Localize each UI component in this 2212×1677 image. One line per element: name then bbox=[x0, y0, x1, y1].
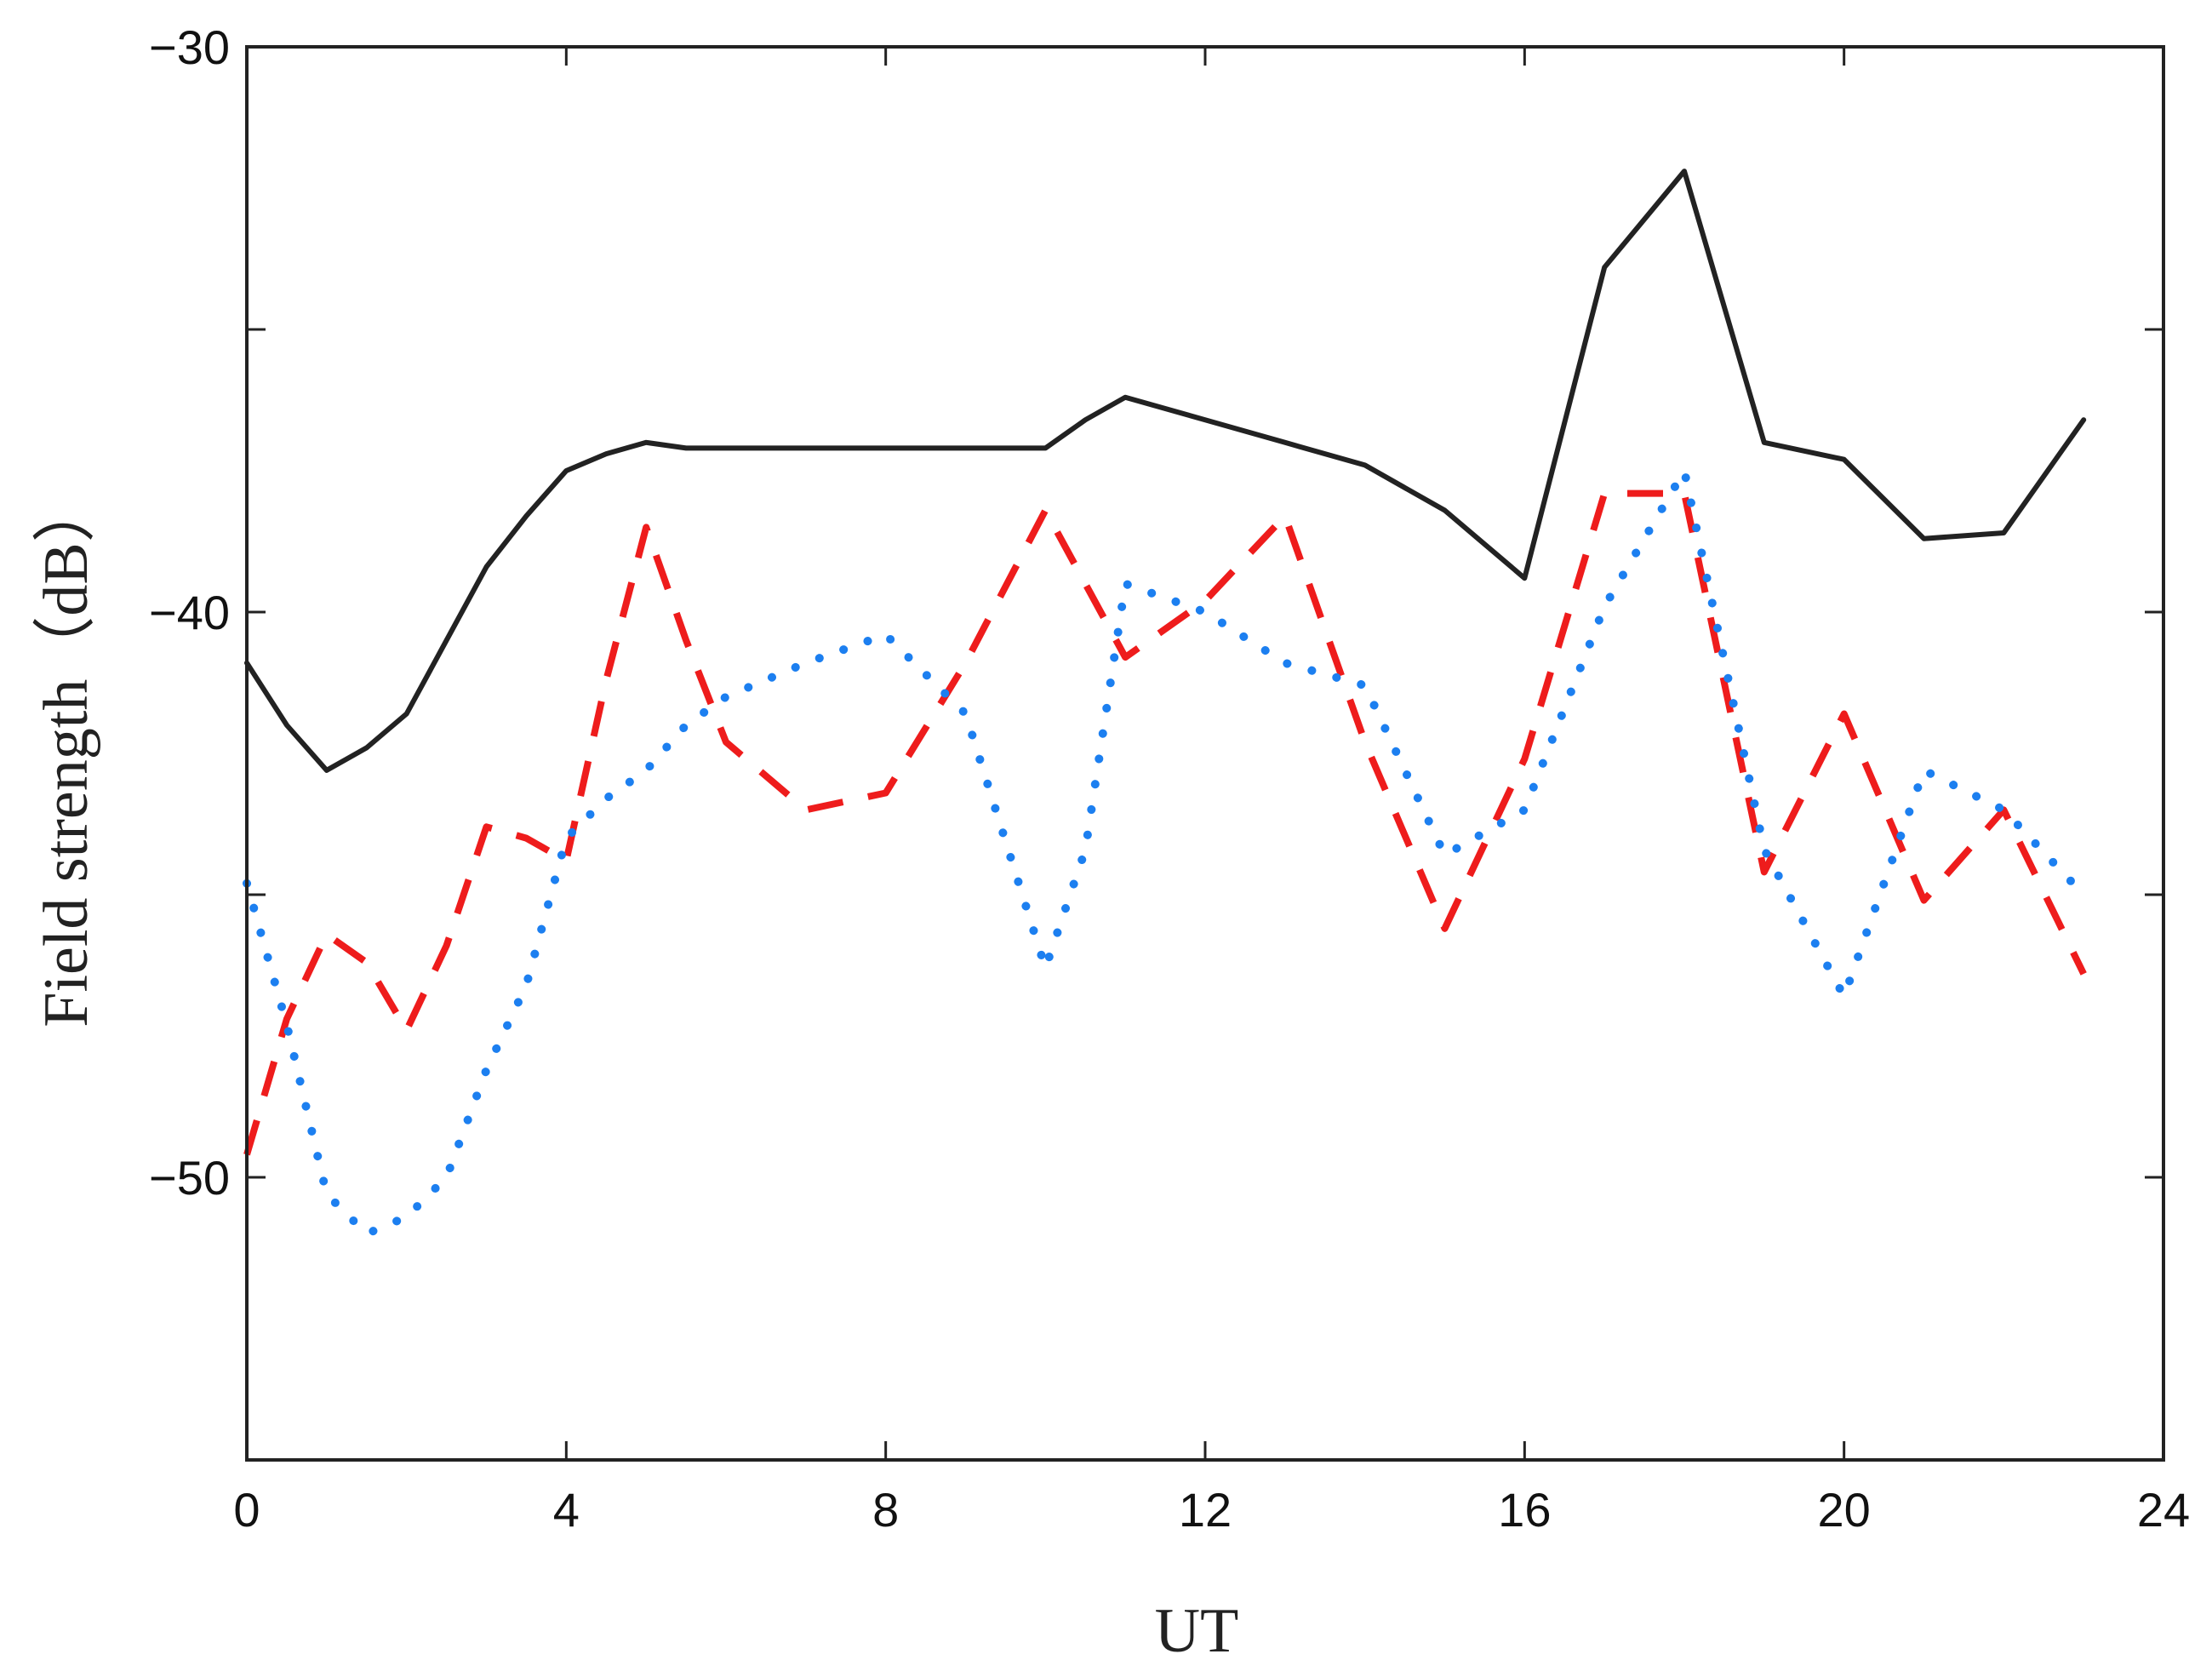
series-line-dashed bbox=[243, 489, 2087, 1156]
x-tick-label: 8 bbox=[872, 1483, 899, 1537]
series-layer bbox=[243, 169, 2089, 1239]
y-tick-label: −50 bbox=[149, 1151, 230, 1205]
x-axis-title: UT bbox=[1155, 1596, 1239, 1666]
x-tick-label: 12 bbox=[1179, 1483, 1232, 1537]
x-tick-label: 4 bbox=[553, 1483, 580, 1537]
y-tick-label: −30 bbox=[149, 20, 230, 74]
series-line-solid bbox=[244, 169, 2087, 773]
y-tick-label: −40 bbox=[149, 586, 230, 639]
x-tick-label: 24 bbox=[2137, 1483, 2190, 1537]
x-tick-label: 0 bbox=[233, 1483, 260, 1537]
x-tick-label: 16 bbox=[1498, 1483, 1551, 1537]
y-axis-title: Field strength（dB） bbox=[31, 479, 101, 1027]
x-tick-label: 20 bbox=[1818, 1483, 1871, 1537]
ticks-layer: 0 4 8 12 16 20 24 −30 −40 −50 bbox=[149, 20, 2190, 1537]
series-line-dotted bbox=[243, 466, 2089, 1239]
